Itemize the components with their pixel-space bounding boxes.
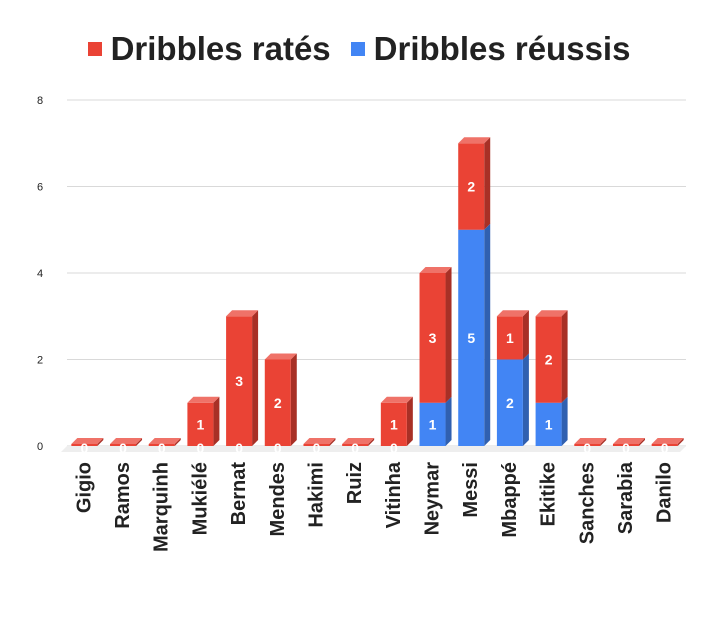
bar-rates-11	[496, 310, 529, 360]
category-label: Messi	[460, 462, 482, 518]
category-label: Gigio	[73, 462, 95, 513]
data-label-reussis-10: 5	[467, 330, 475, 346]
bar-rates-15	[651, 438, 684, 446]
data-label-reussis-12: 1	[545, 416, 553, 432]
bar-rates-1	[110, 438, 143, 446]
bar-reussis-11	[496, 353, 529, 446]
legend-label-reussis: Dribbles réussis	[373, 30, 631, 67]
data-label-reussis-8: 0	[390, 440, 398, 456]
floor	[61, 446, 686, 452]
legend-item-rates[interactable]: Dribbles ratés	[87, 30, 331, 68]
legend-swatch-reussis	[350, 42, 365, 56]
category-label: Danilo	[654, 462, 676, 523]
category-label: Mendes	[267, 462, 289, 536]
category-label: Ruiz	[344, 462, 366, 504]
bar-rates-10	[458, 137, 491, 230]
category-label: Mbappé	[499, 462, 521, 538]
category-label: Sanches	[576, 462, 598, 544]
bar-rates-3	[187, 396, 220, 446]
y-tick-label: 0	[37, 441, 43, 453]
data-label-rates-0: 0	[80, 440, 88, 456]
bar-rates-0	[71, 438, 104, 446]
data-label-rates-11: 1	[506, 330, 514, 346]
bar-reussis-10	[458, 223, 491, 446]
data-label-reussis-4: 0	[235, 440, 243, 456]
data-label-rates-5: 2	[274, 395, 282, 411]
data-label-rates-2: 0	[158, 440, 166, 456]
bar-rates-12	[535, 310, 568, 403]
data-label-rates-12: 2	[545, 352, 553, 368]
data-label-reussis-3: 0	[197, 440, 205, 456]
data-label-reussis-9: 1	[429, 416, 437, 432]
category-label: Sarabia	[615, 461, 637, 534]
data-label-rates-3: 1	[197, 416, 205, 432]
data-label-rates-1: 0	[119, 440, 127, 456]
data-label-reussis-11: 2	[506, 395, 514, 411]
category-label: Hakimi	[305, 462, 327, 528]
data-label-rates-9: 3	[429, 330, 437, 346]
data-label-rates-7: 0	[351, 440, 359, 456]
legend-item-reussis[interactable]: Dribbles réussis	[350, 30, 631, 68]
category-label: Bernat	[228, 462, 250, 526]
data-label-rates-13: 0	[583, 440, 591, 456]
data-label-rates-14: 0	[622, 440, 630, 456]
bar-rates-8	[380, 396, 413, 446]
bar-rates-5	[264, 353, 297, 446]
bar-rates-14	[612, 438, 645, 446]
data-label-rates-6: 0	[313, 440, 321, 456]
data-label-rates-4: 3	[235, 373, 243, 389]
data-label-reussis-5: 0	[274, 440, 282, 456]
category-label: Neymar	[422, 462, 444, 536]
legend-label-rates: Dribbles ratés	[110, 30, 331, 67]
data-label-rates-8: 1	[390, 416, 398, 432]
legend: Dribbles ratés Dribbles réussis	[0, 30, 718, 68]
category-label: Vitinha	[383, 461, 405, 528]
bar-rates-2	[148, 438, 181, 446]
bar-rates-6	[303, 438, 336, 446]
bar-rates-13	[574, 438, 607, 446]
category-label: Marquinh	[151, 462, 173, 552]
bar-rates-7	[342, 438, 375, 446]
bar-rates-4	[226, 310, 259, 446]
bar-rates-9	[419, 267, 452, 403]
category-label: Mukiélé	[189, 462, 211, 535]
category-label: Ramos	[112, 462, 134, 529]
y-tick-label: 2	[37, 355, 43, 367]
y-tick-label: 8	[37, 95, 43, 107]
y-tick-label: 4	[37, 268, 43, 280]
category-label: Ekitike	[538, 462, 560, 526]
data-label-rates-10: 2	[467, 179, 475, 195]
data-label-rates-15: 0	[661, 440, 669, 456]
y-tick-label: 6	[37, 182, 43, 194]
legend-swatch-rates	[87, 42, 102, 56]
